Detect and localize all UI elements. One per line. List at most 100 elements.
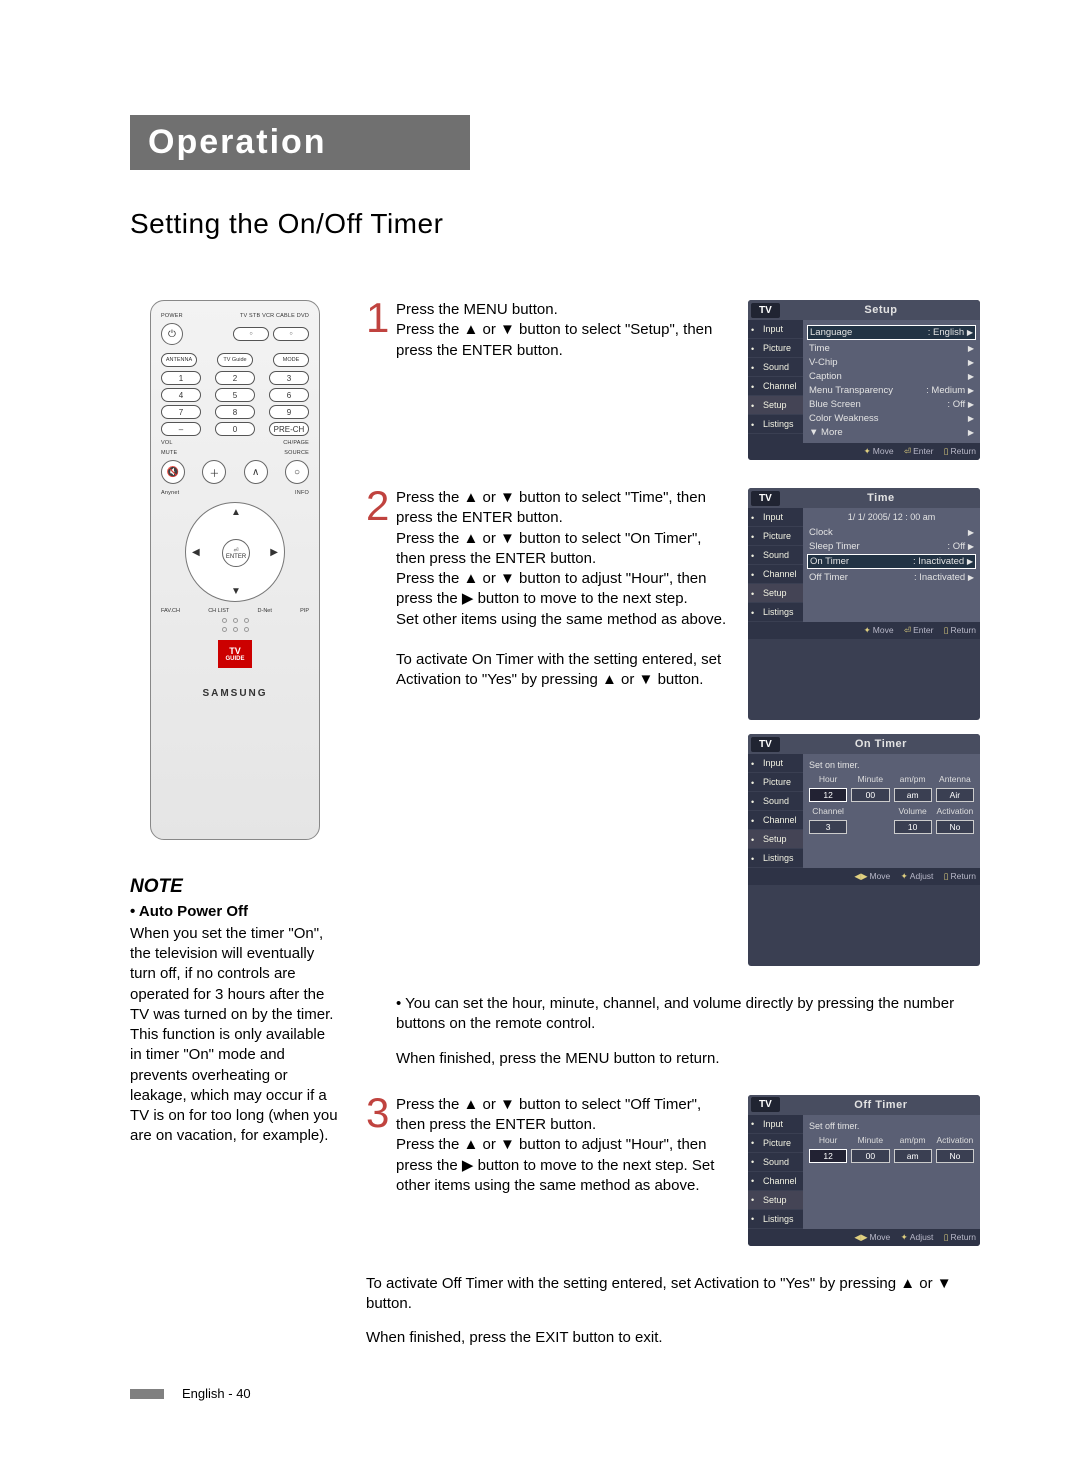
osd-setup-menu: TV Setup •Input•Picture•Sound•Channel•Se… xyxy=(748,300,980,460)
osd-title: Off Timer xyxy=(782,1099,980,1111)
osd-row: ▼ More ▶ xyxy=(809,425,974,439)
osd-grid-cell: Antenna xyxy=(936,774,974,784)
step-3-after1: To activate Off Timer with the setting e… xyxy=(366,1274,980,1315)
step-2-bullet: • You can set the hour, minute, channel,… xyxy=(396,994,980,1035)
foot-enter: Enter xyxy=(913,446,933,456)
osd-grid-cell: 3 xyxy=(809,820,847,834)
osd-row: Time ▶ xyxy=(809,341,974,355)
foot-adjust: Adjust xyxy=(910,1232,934,1242)
pip-label: PIP xyxy=(300,608,309,614)
osd-row: Caption ▶ xyxy=(809,369,974,383)
foot-move: Move xyxy=(873,625,894,635)
remote-control-illustration: POWER TV STB VCR CABLE DVD ⏻ ○ ○ ANTENNA… xyxy=(150,300,320,840)
step-1-text: Press the MENU button. Press the ▲ or ▼ … xyxy=(396,300,734,361)
osd-tv-badge: TV xyxy=(751,1097,780,1112)
osd-time-menu: TV Time •Input•Picture•Sound•Channel•Set… xyxy=(748,488,980,720)
osd-grid-cell: am/pm xyxy=(894,1135,932,1145)
osd-side-item: •Setup xyxy=(748,1191,803,1210)
osd-side-item: •Channel xyxy=(748,811,803,830)
osd-subtitle: Set on timer. xyxy=(809,758,974,774)
enter-label: ENTER xyxy=(226,554,246,560)
osd-row: Language: English ▶ xyxy=(807,325,976,340)
osd-side-item: •Sound xyxy=(748,358,803,377)
num-dash: – xyxy=(161,422,201,436)
vol-label: VOL xyxy=(161,440,173,446)
osd-side-item: •Listings xyxy=(748,603,803,622)
osd-grid-cell: 10 xyxy=(894,820,932,834)
note-subheading: • Auto Power Off xyxy=(130,902,340,922)
osd-side-item: •Sound xyxy=(748,546,803,565)
mode-button: MODE xyxy=(273,353,309,367)
osd-grid-cell: 12 xyxy=(809,1149,847,1163)
foot-return: Return xyxy=(950,446,976,456)
osd-side-item: •Picture xyxy=(748,1134,803,1153)
osd-grid-cell: am xyxy=(894,1149,932,1163)
osd-side-item: •Listings xyxy=(748,415,803,434)
mute-label: MUTE xyxy=(161,450,177,456)
chlist-label: CH LIST xyxy=(208,608,229,614)
osd-grid-cell: Activation xyxy=(936,1135,974,1145)
osd-grid-cell: Minute xyxy=(851,774,889,784)
ch-rocker: ∧ xyxy=(244,460,268,484)
osd-grid-cell: Hour xyxy=(809,1135,847,1145)
osd-ontimer-menu: TV On Timer •Input•Picture•Sound•Channel… xyxy=(748,734,980,966)
osd-row: Menu Transparency: Medium ▶ xyxy=(809,383,974,397)
osd-side-item: •Channel xyxy=(748,1172,803,1191)
ch-label: CH/PAGE xyxy=(283,440,309,446)
device-labels: TV STB VCR CABLE DVD xyxy=(240,313,309,319)
osd-title: On Timer xyxy=(782,738,980,750)
foot-move: Move xyxy=(870,871,891,881)
osd-subtitle: Set off timer. xyxy=(809,1119,974,1135)
num-3: 3 xyxy=(269,371,309,385)
power-label: POWER xyxy=(161,313,183,319)
osd-row: On Timer: Inactivated ▶ xyxy=(807,554,976,569)
osd-grid-cell: Channel xyxy=(809,806,847,816)
osd-tv-badge: TV xyxy=(751,491,780,506)
osd-grid-cell: Volume xyxy=(894,806,932,816)
osd-title: Setup xyxy=(782,304,980,316)
dnet-label: D-Net xyxy=(258,608,272,614)
step-3-after2: When finished, press the EXIT button to … xyxy=(366,1328,980,1348)
osd-side-item: •Setup xyxy=(748,396,803,415)
foot-move: Move xyxy=(870,1232,891,1242)
anynet-label: Anynet xyxy=(161,490,179,496)
source-button: ○ xyxy=(285,460,309,484)
osd-grid-cell: am xyxy=(894,788,932,802)
num-2: 2 xyxy=(215,371,255,385)
osd-row: Off Timer: Inactivated ▶ xyxy=(809,570,974,584)
osd-grid-cell: 12 xyxy=(809,788,847,802)
osd-tv-badge: TV xyxy=(751,303,780,318)
osd-grid-cell: Activation xyxy=(936,806,974,816)
osd-side-item: •Channel xyxy=(748,377,803,396)
device-oval: ○ xyxy=(233,327,269,341)
step-number-1: 1 xyxy=(366,294,389,342)
mute-button: 🔇 xyxy=(161,460,185,484)
osd-side-item: •Picture xyxy=(748,339,803,358)
osd-grid-cell: No xyxy=(936,820,974,834)
section-header: Operation xyxy=(130,115,470,170)
num-7: 7 xyxy=(161,405,201,419)
step-2-text: Press the ▲ or ▼ button to select "Time"… xyxy=(396,488,734,691)
osd-side-item: •Setup xyxy=(748,830,803,849)
osd-side-item: •Listings xyxy=(748,849,803,868)
osd-side-item: •Input xyxy=(748,754,803,773)
osd-row: Clock ▶ xyxy=(809,525,974,539)
osd-side-item: •Sound xyxy=(748,1153,803,1172)
osd-grid-cell: 00 xyxy=(851,788,889,802)
osd-title: Time xyxy=(782,492,980,504)
vol-rocker: ＋ xyxy=(202,460,226,484)
osd-grid-cell: Air xyxy=(936,788,974,802)
osd-side-item: •Listings xyxy=(748,1210,803,1229)
osd-grid-cell: No xyxy=(936,1149,974,1163)
num-4: 4 xyxy=(161,388,201,402)
foot-return: Return xyxy=(950,1232,976,1242)
foot-enter: Enter xyxy=(913,625,933,635)
tvguide-button: TV Guide xyxy=(217,353,253,367)
osd-grid-cell: Minute xyxy=(851,1135,889,1145)
note-body: When you set the timer "On", the televis… xyxy=(130,924,340,1147)
num-8: 8 xyxy=(215,405,255,419)
prech-button: PRE-CH xyxy=(269,422,309,436)
osd-row: Sleep Timer: Off ▶ xyxy=(809,539,974,553)
foot-move: Move xyxy=(873,446,894,456)
page-number: English - 40 xyxy=(182,1386,251,1401)
